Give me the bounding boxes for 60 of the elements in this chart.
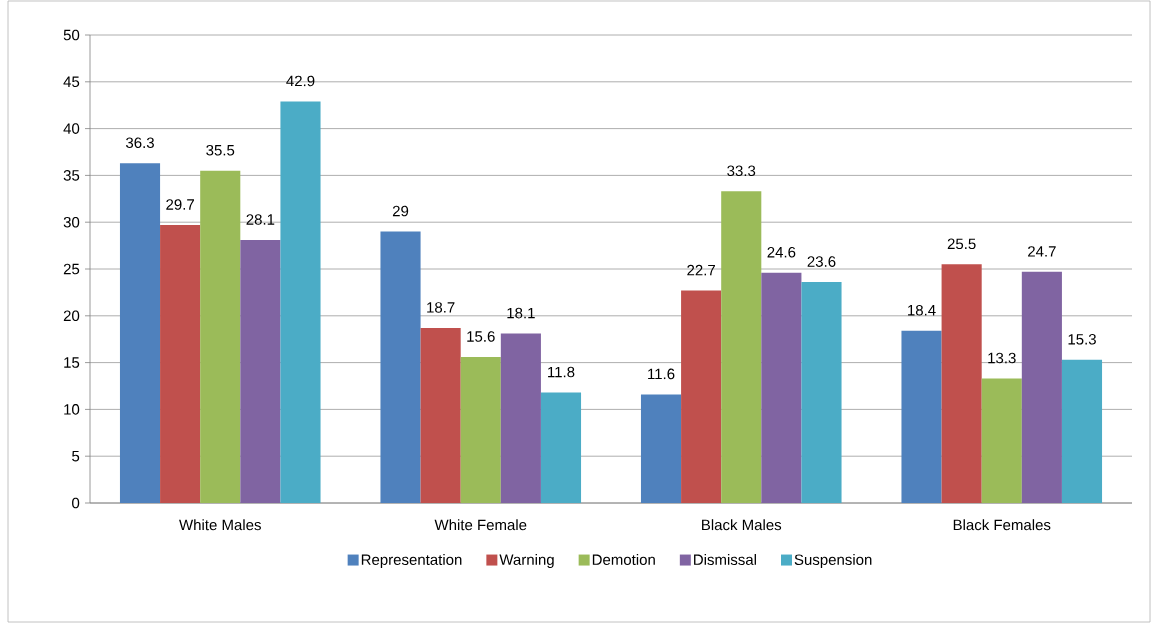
bar xyxy=(1021,271,1062,503)
bar xyxy=(681,290,722,503)
y-tick-label: 10 xyxy=(64,404,80,415)
x-tick-label: White Female xyxy=(434,519,527,531)
x-tick-label: Black Females xyxy=(953,519,1051,531)
data-label: 22.7 xyxy=(687,264,715,276)
bar xyxy=(1061,359,1103,503)
bar xyxy=(200,170,241,503)
y-tick-label: 25 xyxy=(63,263,80,275)
data-label: 15.6 xyxy=(467,331,495,342)
data-label: 33.3 xyxy=(727,165,756,177)
data-label: 11.6 xyxy=(648,368,675,380)
legend-label: Suspension xyxy=(794,553,872,568)
bar xyxy=(941,264,982,503)
bar xyxy=(981,378,1022,503)
y-tick-label: 15 xyxy=(64,357,80,368)
data-label: 35.5 xyxy=(206,144,235,156)
bar xyxy=(460,356,501,503)
y-tick-label: 20 xyxy=(63,310,80,322)
y-tick-label: 50 xyxy=(63,29,80,41)
data-label: 29.7 xyxy=(166,199,194,210)
y-tick-label: 35 xyxy=(63,170,80,181)
y-tick-label: 45 xyxy=(63,76,80,88)
bar xyxy=(420,327,461,503)
bar xyxy=(721,191,762,503)
bar xyxy=(540,392,582,503)
data-label: 24.7 xyxy=(1028,246,1056,257)
legend-label: Representation xyxy=(361,553,462,568)
bar xyxy=(801,282,842,503)
data-label: 13.3 xyxy=(988,352,1016,364)
legend-label: Warning xyxy=(499,553,554,568)
data-label: 29 xyxy=(392,205,409,217)
data-label: 15.3 xyxy=(1068,333,1096,345)
data-label: 23.6 xyxy=(807,256,836,267)
y-tick-label: 0 xyxy=(72,497,80,509)
data-label: 36.3 xyxy=(126,137,154,149)
bar xyxy=(380,231,421,503)
x-tick-label: Black Males xyxy=(702,519,782,531)
data-label: 11.8 xyxy=(548,366,575,378)
bar xyxy=(280,101,321,503)
bar xyxy=(500,333,541,503)
data-label: 18.7 xyxy=(427,302,455,313)
data-label: 18.1 xyxy=(507,307,535,319)
bar xyxy=(640,394,682,503)
y-tick-label: 5 xyxy=(72,450,80,462)
legend-label: Demotion xyxy=(592,553,655,565)
data-label: 42.9 xyxy=(286,75,315,87)
bar xyxy=(901,330,942,503)
y-tick-label: 30 xyxy=(63,216,80,228)
data-label: 18.4 xyxy=(908,304,936,316)
bar xyxy=(160,225,201,503)
legend-label: Dismissal xyxy=(694,553,756,565)
bar xyxy=(761,272,802,503)
bar xyxy=(119,163,161,503)
y-tick-label: 40 xyxy=(63,123,80,134)
data-label: 25.5 xyxy=(947,238,976,250)
data-label: 24.6 xyxy=(767,246,796,258)
bar xyxy=(240,239,281,503)
x-tick-label: White Males xyxy=(179,519,261,531)
data-label: 28.1 xyxy=(246,214,275,225)
